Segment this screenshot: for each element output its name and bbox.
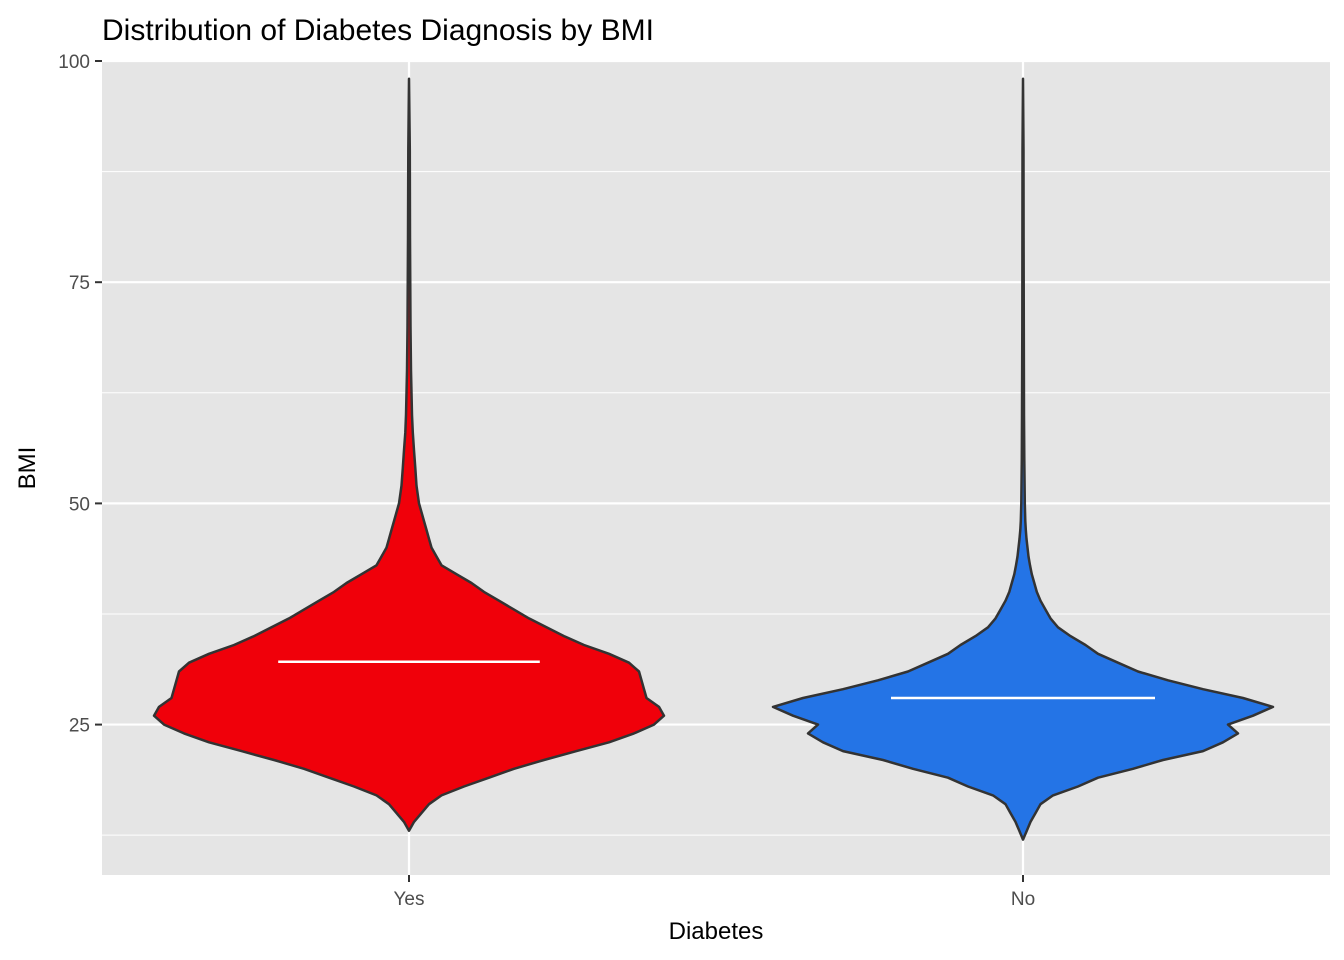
violin-yes xyxy=(152,77,666,833)
x-axis: Yes No xyxy=(394,875,1035,910)
chart-title: Distribution of Diabetes Diagnosis by BM… xyxy=(102,14,654,47)
violin-no xyxy=(771,77,1275,841)
y-tick-label: 75 xyxy=(69,273,90,294)
x-tick-label: No xyxy=(1011,889,1035,910)
x-axis-title: Diabetes xyxy=(669,918,764,945)
y-axis-title: BMI xyxy=(14,447,41,490)
y-axis: 25 50 75 100 xyxy=(58,52,102,737)
y-tick-label: 100 xyxy=(58,52,90,73)
y-tick-label: 50 xyxy=(69,494,90,515)
violins xyxy=(152,77,1275,841)
x-tick-label: Yes xyxy=(394,889,425,910)
y-tick-label: 25 xyxy=(69,716,90,737)
